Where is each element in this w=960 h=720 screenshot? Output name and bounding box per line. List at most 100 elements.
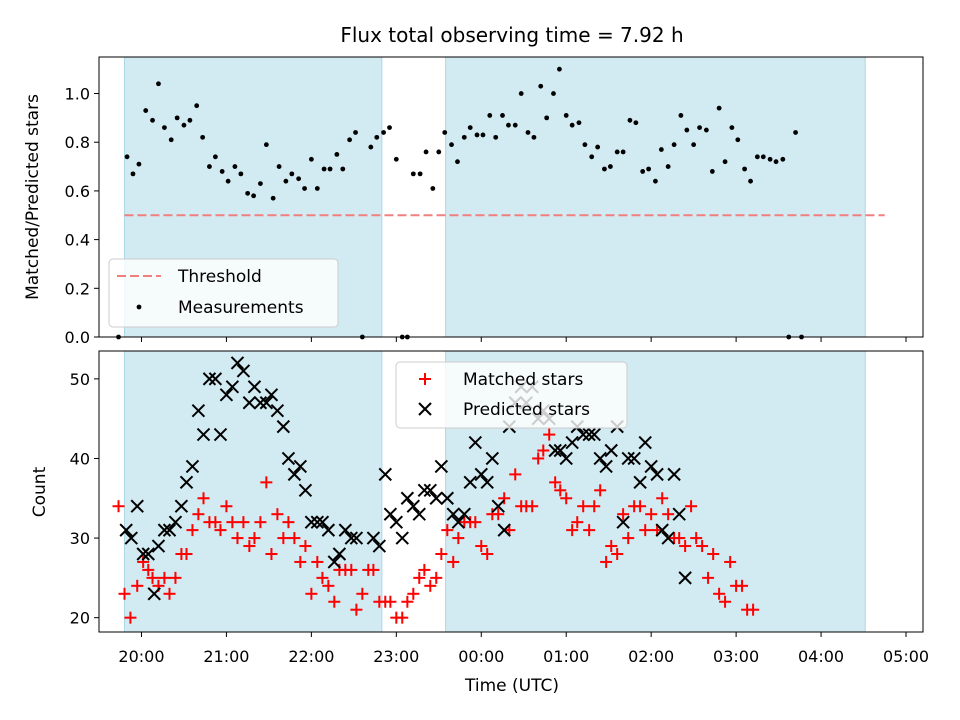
matched-star-point (243, 540, 256, 553)
matched-star-point (180, 547, 193, 560)
predicted-star-point (440, 491, 454, 505)
predicted-star-point (661, 531, 675, 545)
measurement-point (512, 122, 518, 128)
measurement-point (474, 132, 480, 138)
matched-star-point (413, 571, 426, 584)
measurement-point (124, 154, 130, 160)
measurement-point (263, 142, 269, 148)
predicted-star-point (446, 507, 460, 521)
matched-star-point (131, 579, 144, 592)
predicted-star-point (281, 451, 296, 466)
predicted-star-point (276, 419, 291, 434)
predicted-star-point (559, 451, 573, 466)
measurement-point (614, 149, 620, 155)
predicted-star-point (565, 435, 579, 450)
predicted-star-point (616, 515, 630, 529)
measurement-point (716, 105, 722, 111)
measurement-point (347, 137, 352, 143)
measurement-point (417, 171, 423, 177)
matched-star-point (237, 516, 250, 529)
matched-star-point (294, 555, 307, 568)
predicted-star-point (179, 475, 194, 490)
measurement-point (754, 154, 760, 160)
matched-star-point (186, 524, 199, 537)
measurement-point (387, 125, 392, 131)
measurement-point (194, 103, 200, 109)
predicted-star-point (655, 523, 669, 537)
matched-star-point (605, 540, 618, 553)
measurement-point (767, 156, 773, 162)
measurement-point (334, 151, 340, 157)
matched-star-point (736, 579, 749, 592)
matched-star-point (611, 547, 624, 560)
matched-star-point (316, 571, 329, 584)
predicted-star-point (225, 380, 240, 394)
matched-star-point (401, 595, 414, 608)
measurement-point (467, 125, 473, 131)
measurement-point (480, 132, 486, 138)
matched-star-point (214, 524, 227, 537)
measurement-point (245, 190, 251, 196)
measurement-point (393, 156, 399, 162)
y-tick-label-bottom: 50 (70, 370, 90, 389)
predicted-star-point (259, 396, 274, 410)
predicted-star-point (130, 499, 144, 513)
measurement-point (461, 134, 467, 140)
observing-band-1 (123, 350, 383, 633)
measurement-point (187, 117, 193, 123)
matched-star-point (231, 532, 244, 545)
matched-star-point (673, 532, 686, 545)
predicted-star-point (497, 523, 511, 537)
measurement-point (442, 130, 448, 135)
matched-star-point (441, 524, 454, 537)
predicted-star-point (650, 467, 664, 482)
predicted-star-point (310, 515, 325, 529)
matched-star-point (277, 532, 290, 545)
predicted-star-point (451, 515, 466, 529)
matched-star-point (452, 532, 465, 545)
predicted-star-point (151, 539, 166, 553)
measurement-point (436, 149, 442, 155)
predicted-star-point (174, 499, 189, 513)
matched-star-point (594, 484, 607, 497)
matched-star-point (396, 611, 409, 624)
predicted-star-point (434, 459, 449, 474)
matched-star-point (571, 516, 584, 529)
measurement-point (302, 186, 307, 191)
matched-star-point (713, 587, 726, 600)
axes-frame-bottom (98, 350, 924, 633)
measurement-point (314, 186, 320, 191)
matched-star-point (220, 500, 233, 513)
measurement-point (283, 178, 289, 184)
predicted-star-point (349, 531, 364, 545)
y-tick-label-bottom: 40 (70, 449, 90, 468)
measurement-point (576, 120, 582, 126)
measurement-point (258, 181, 263, 187)
measurement-point (709, 169, 715, 174)
predicted-star-point (141, 547, 155, 561)
matched-star-point (679, 540, 692, 553)
matched-star-point (226, 516, 239, 529)
matched-star-point (554, 484, 567, 497)
measurement-point (671, 142, 677, 148)
predicted-star-point (491, 499, 505, 513)
predicted-star-point (147, 587, 161, 601)
measurement-point (729, 125, 735, 131)
predicted-star-point (633, 475, 647, 490)
predicted-star-point (389, 515, 404, 529)
predicted-star-point (395, 531, 409, 545)
measurement-point (353, 130, 358, 135)
measurement-point (381, 130, 386, 135)
matched-star-point (645, 508, 658, 521)
predicted-star-point (576, 427, 590, 442)
predicted-star-point (582, 427, 596, 442)
predicted-star-point (457, 507, 471, 521)
y-tick-label-top: 0.6 (65, 182, 90, 201)
y-tick-label-top: 0.0 (65, 328, 90, 347)
matched-star-point (192, 508, 205, 521)
predicted-star-point (315, 515, 330, 529)
measurement-point (735, 137, 741, 143)
matched-star-point (424, 579, 437, 592)
predicted-star-point (298, 483, 313, 498)
matched-star-point (350, 603, 363, 616)
